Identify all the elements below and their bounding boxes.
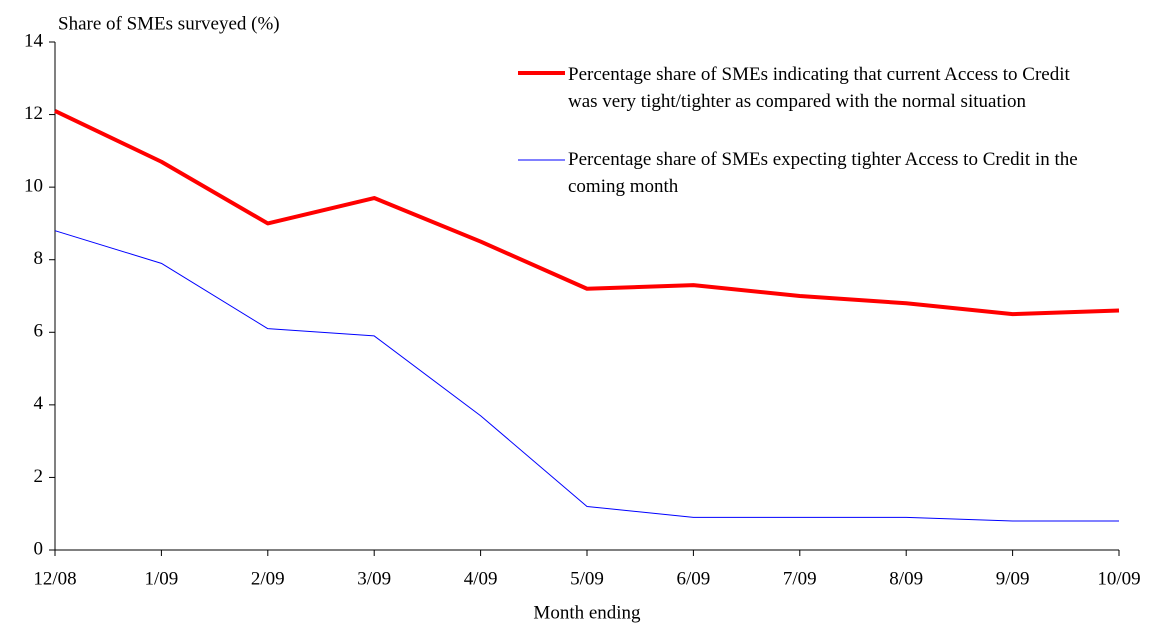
x-tick-label: 1/09 xyxy=(145,568,179,589)
x-tick-label: 9/09 xyxy=(996,568,1030,589)
y-axis-label: Share of SMEs surveyed (%) xyxy=(58,13,280,34)
y-tick-label: 14 xyxy=(24,30,44,51)
legend-label: Percentage share of SMEs indicating that… xyxy=(568,64,1070,112)
y-tick-label: 10 xyxy=(24,176,43,197)
series-line xyxy=(54,109,1120,317)
x-tick-label: 12/08 xyxy=(33,568,76,589)
y-tick-label: 2 xyxy=(34,466,44,487)
series-line xyxy=(54,230,1119,522)
legend-label: Percentage share of SMEs expecting tight… xyxy=(568,149,1078,197)
x-tick-label: 4/09 xyxy=(464,568,498,589)
x-tick-label: 10/09 xyxy=(1097,568,1140,589)
x-tick-label: 6/09 xyxy=(677,568,711,589)
y-tick-label: 12 xyxy=(24,103,43,124)
x-tick-label: 8/09 xyxy=(889,568,923,589)
x-axis-label: Month ending xyxy=(533,602,641,623)
y-tick-label: 0 xyxy=(34,538,44,559)
y-tick-label: 6 xyxy=(34,321,44,342)
x-tick-label: 7/09 xyxy=(783,568,817,589)
y-tick-label: 4 xyxy=(34,393,44,414)
x-tick-label: 5/09 xyxy=(570,568,604,589)
y-tick-label: 8 xyxy=(34,248,44,269)
x-tick-label: 3/09 xyxy=(357,568,391,589)
x-tick-label: 2/09 xyxy=(251,568,285,589)
